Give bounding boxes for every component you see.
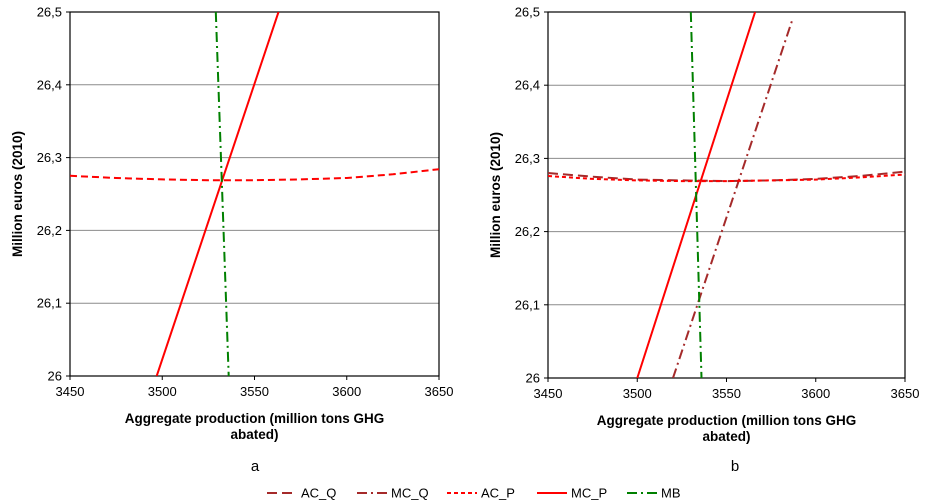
plot-area-border <box>547 11 906 379</box>
x-tick-label: 3500 <box>148 384 177 399</box>
y-tick-label: 26,5 <box>37 5 62 20</box>
x-axis-label: abated) <box>230 427 278 442</box>
y-axis-label: Million euros (2010) <box>10 131 25 257</box>
legend-label: MC_P <box>571 486 607 501</box>
series-group <box>70 12 439 376</box>
y-tick-label: 26,3 <box>37 150 62 165</box>
y-tick-label: 26,4 <box>37 77 62 92</box>
series-line-mc-q <box>672 18 794 378</box>
x-tick-label: 3450 <box>534 386 563 401</box>
x-axis-label: abated) <box>702 429 750 444</box>
legend-label: AC_Q <box>301 486 336 501</box>
series-line-ac-q <box>548 170 905 183</box>
y-tick-label: 26,2 <box>515 224 540 239</box>
x-tick-label: 3600 <box>332 384 361 399</box>
y-tick-label: 26 <box>526 371 540 386</box>
series-line-ac-p <box>548 173 905 183</box>
x-axis-label: Aggregate production (million tons GHG <box>125 411 385 426</box>
series-line-mc-p <box>155 12 280 376</box>
y-tick-label: 26 <box>48 369 62 384</box>
chart-panel-b: 26 26,1 26,2 26,3 26,4 26,5 3450 3500 3550 3600 36… <box>488 5 919 476</box>
x-tick-label: 3550 <box>712 386 741 401</box>
series-line-mb <box>689 12 703 378</box>
x-tick-label: 3500 <box>623 386 652 401</box>
series-line-mb <box>214 12 230 376</box>
y-tick-label: 26,3 <box>515 151 540 166</box>
x-tick-label: 3650 <box>425 384 454 399</box>
x-tick-label: 3550 <box>240 384 269 399</box>
y-tick-label: 26,5 <box>515 5 540 20</box>
x-axis-label: Aggregate production (million tons GHG <box>597 413 857 428</box>
y-tick-label: 26,1 <box>515 297 540 312</box>
legend: AC_Q MC_Q AC_P MC_P MB <box>267 486 681 501</box>
x-tick-label: 3600 <box>801 386 830 401</box>
series-group <box>548 12 905 378</box>
x-tick-label: 3650 <box>891 386 920 401</box>
y-axis-label: Million euros (2010) <box>488 132 503 258</box>
panel-label: a <box>251 458 260 475</box>
plot-area-border <box>69 11 440 377</box>
x-tick-label: 3450 <box>56 384 85 399</box>
chart-panel-a: 26 26,1 26,2 26,3 26,4 26,5 3450 3500 3550 3600 36… <box>10 5 453 476</box>
y-tick-label: 26,4 <box>515 78 540 93</box>
y-tick-label: 26,2 <box>37 223 62 238</box>
y-tick-label: 26,1 <box>37 296 62 311</box>
legend-label: MC_Q <box>391 486 429 501</box>
series-line-ac-p <box>70 168 439 182</box>
legend-label: MB <box>661 486 681 501</box>
panel-label: b <box>731 458 739 475</box>
legend-label: AC_P <box>481 486 515 501</box>
